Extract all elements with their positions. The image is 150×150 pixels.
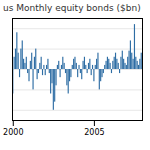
- svg-text:2000: 2000: [3, 128, 23, 137]
- svg-text:2005: 2005: [84, 128, 104, 137]
- html-text:us Monthly equity bonds ($bn): us Monthly equity bonds ($bn): [3, 3, 141, 13]
